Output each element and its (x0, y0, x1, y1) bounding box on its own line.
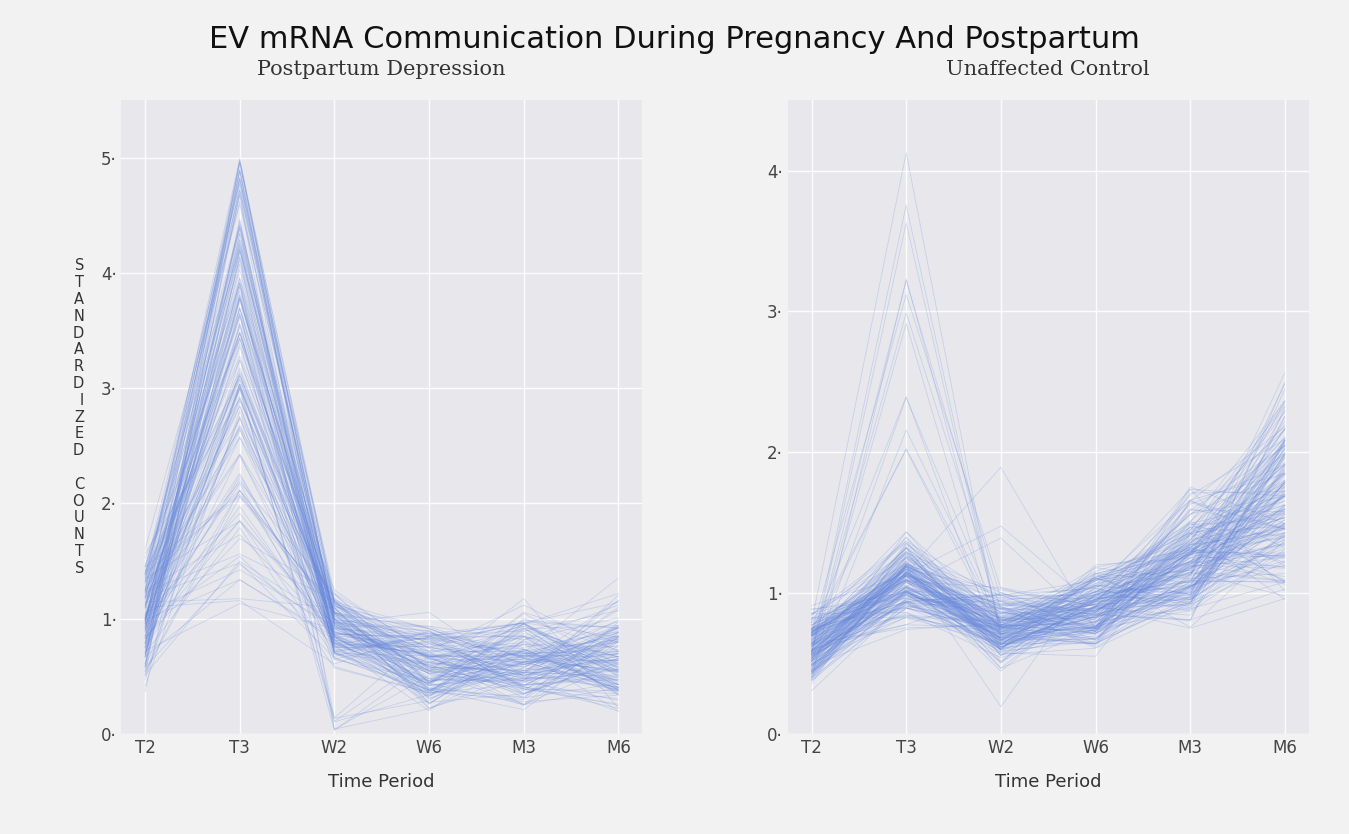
Text: EV mRNA Communication During Pregnancy And Postpartum: EV mRNA Communication During Pregnancy A… (209, 25, 1140, 54)
X-axis label: Time Period: Time Period (996, 773, 1101, 791)
Title: Postpartum Depression: Postpartum Depression (258, 60, 506, 79)
Title: Unaffected Control: Unaffected Control (947, 60, 1149, 79)
X-axis label: Time Period: Time Period (329, 773, 434, 791)
Y-axis label: S
T
A
N
D
A
R
D
I
Z
E
D

C
O
U
N
T
S: S T A N D A R D I Z E D C O U N T S (73, 259, 84, 575)
